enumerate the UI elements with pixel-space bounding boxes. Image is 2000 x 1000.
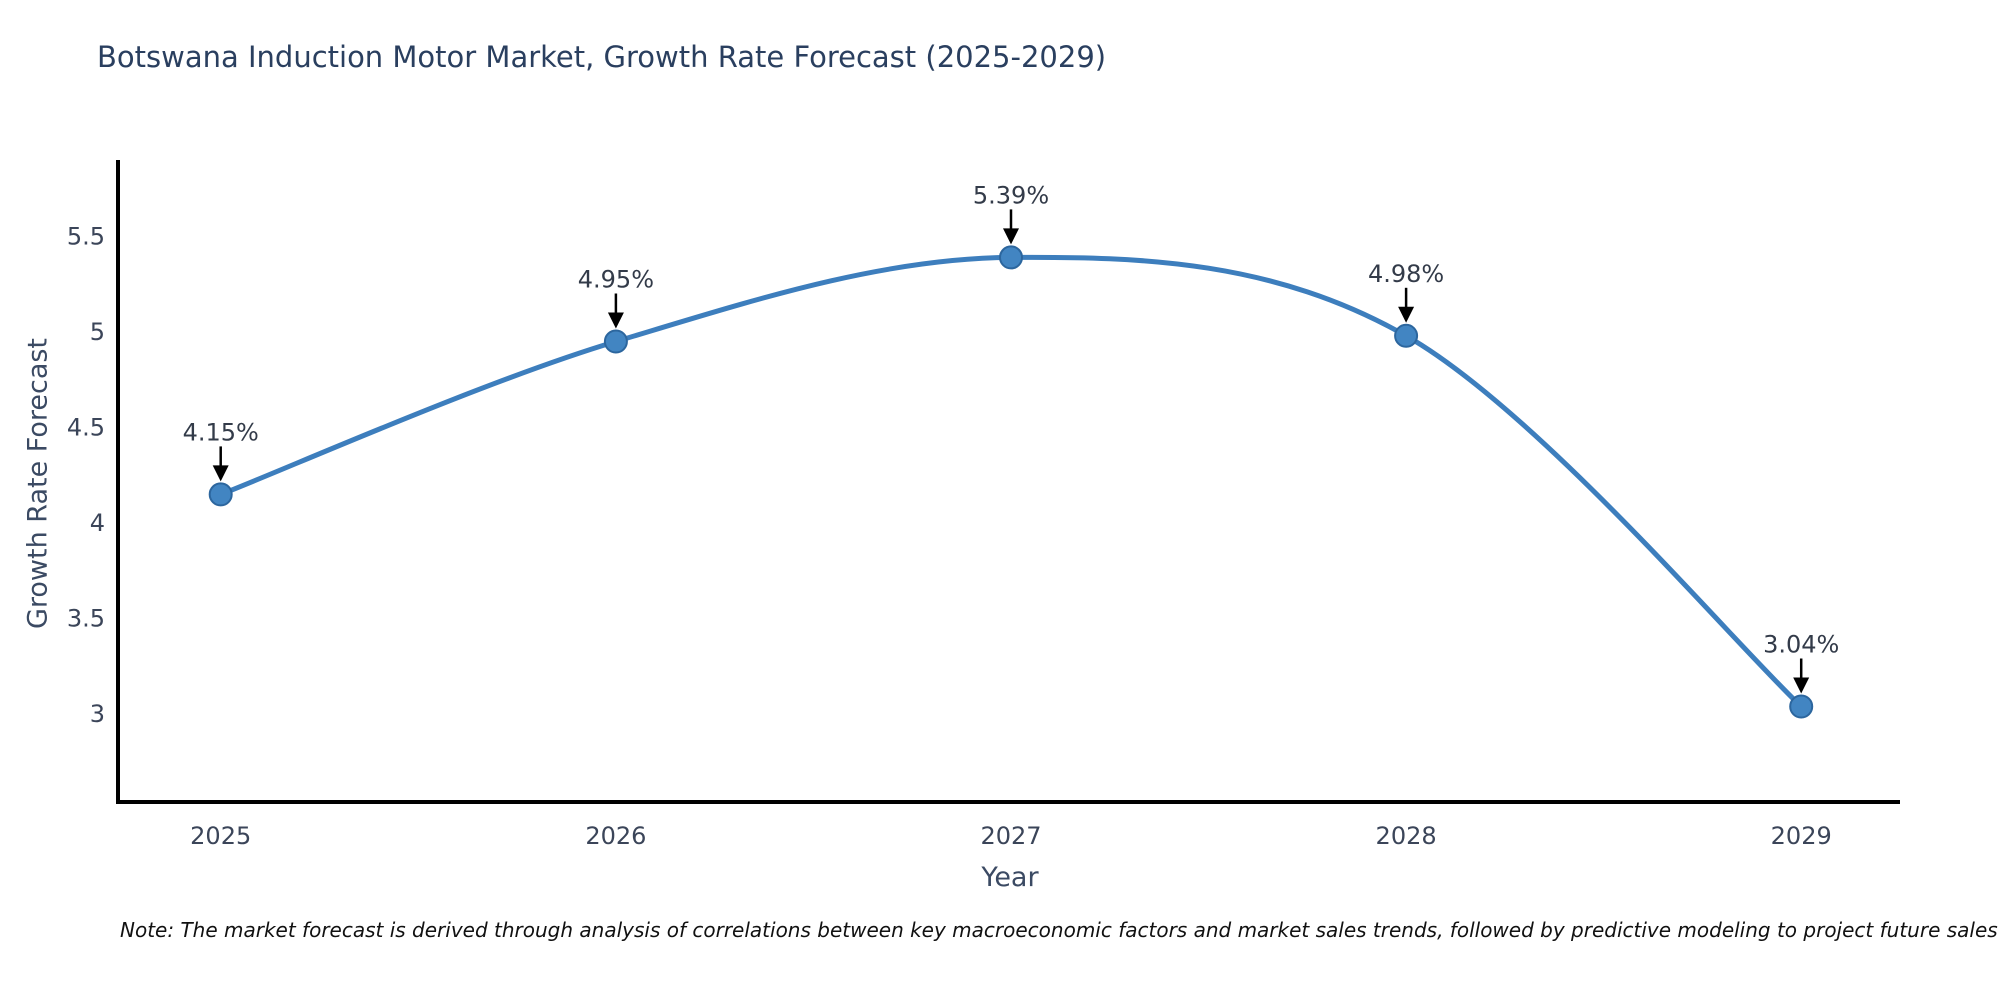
- x-tick-label: 2028: [1376, 822, 1437, 850]
- y-tick-label: 5.5: [67, 222, 105, 250]
- annotation-arrow-head: [607, 312, 624, 329]
- y-axis-title: Growth Rate Forecast: [22, 337, 54, 630]
- data-point-marker: [1394, 323, 1419, 348]
- x-tick-label: 2026: [585, 822, 646, 850]
- x-axis-title: Year: [981, 862, 1039, 893]
- y-tick-label: 5: [90, 318, 105, 346]
- data-point-annotation: 5.39%: [973, 181, 1049, 209]
- data-point-marker: [1789, 694, 1814, 719]
- data-point-annotation: 4.95%: [578, 266, 654, 294]
- data-point-annotation: 4.15%: [183, 418, 259, 446]
- x-tick-label: 2027: [980, 822, 1041, 850]
- data-point-annotation: 3.04%: [1763, 631, 1839, 659]
- y-tick-label: 3: [90, 700, 105, 728]
- annotation-arrow-head: [1793, 677, 1810, 694]
- annotation-arrow-head: [1003, 228, 1019, 245]
- y-tick-label: 4: [90, 509, 105, 537]
- x-tick-label: 2025: [190, 822, 251, 850]
- annotation-arrow-head: [212, 465, 229, 482]
- data-point-marker: [999, 245, 1023, 270]
- forecast-line-series: [218, 254, 1804, 709]
- y-tick-label: 3.5: [67, 605, 105, 633]
- data-point-marker: [603, 329, 628, 354]
- annotation-arrow-head: [1398, 306, 1415, 323]
- chart-title: Botswana Induction Motor Market, Growth …: [97, 40, 1107, 74]
- data-point-marker: [208, 482, 233, 507]
- x-tick-label: 2029: [1771, 822, 1832, 850]
- chart-footnote: Note: The market forecast is derived thr…: [120, 918, 1998, 942]
- y-tick-label: 4.5: [67, 414, 105, 442]
- data-point-annotation: 4.98%: [1368, 260, 1444, 288]
